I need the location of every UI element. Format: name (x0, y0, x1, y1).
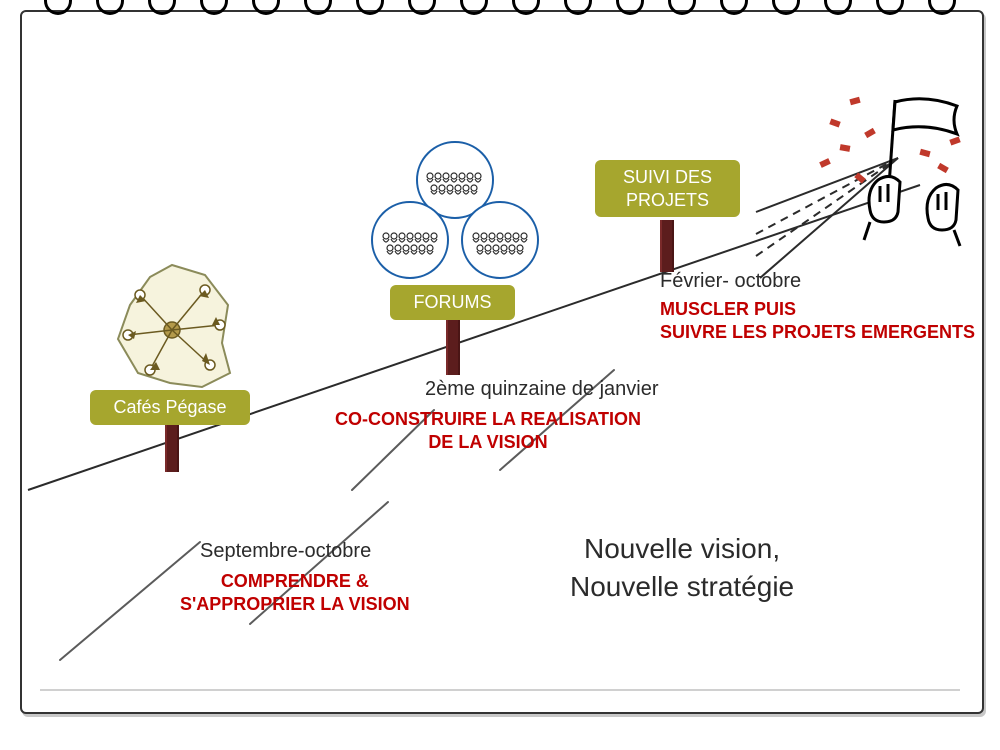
diagram-svg (20, 10, 980, 710)
milestone-label-cafes: Cafés Pégase (90, 390, 250, 425)
milestone-label-suivi: SUIVI DES PROJETS (595, 160, 740, 217)
signpost-suivi (660, 220, 674, 272)
diagram-heading: Nouvelle vision, Nouvelle stratégie (570, 530, 794, 606)
milestone-goal-forums: CO-CONSTRUIRE LA REALISATION DE LA VISIO… (335, 408, 641, 453)
signpost-forums (446, 315, 460, 375)
celebration-flag-icon (819, 97, 961, 246)
milestone-label-forums: FORUMS (390, 285, 515, 320)
milestone-date-cafes: Septembre-octobre (200, 540, 371, 563)
group-bubbles-icon (372, 142, 538, 278)
milestone-date-forums: 2ème quinzaine de janvier (425, 378, 659, 401)
milestone-goal-cafes: COMPRENDRE & S'APPROPRIER LA VISION (180, 570, 410, 615)
infographic-root: Cafés Pégase FORUMS SUIVI DES PROJETS Se… (0, 0, 1000, 750)
france-map-icon (118, 265, 230, 387)
diagram-stage: Cafés Pégase FORUMS SUIVI DES PROJETS Se… (20, 10, 980, 710)
signpost-cafes (165, 420, 179, 472)
milestone-date-suivi: Février- octobre (660, 270, 801, 293)
milestone-goal-suivi: MUSCLER PUIS SUIVRE LES PROJETS EMERGENT… (660, 298, 975, 343)
